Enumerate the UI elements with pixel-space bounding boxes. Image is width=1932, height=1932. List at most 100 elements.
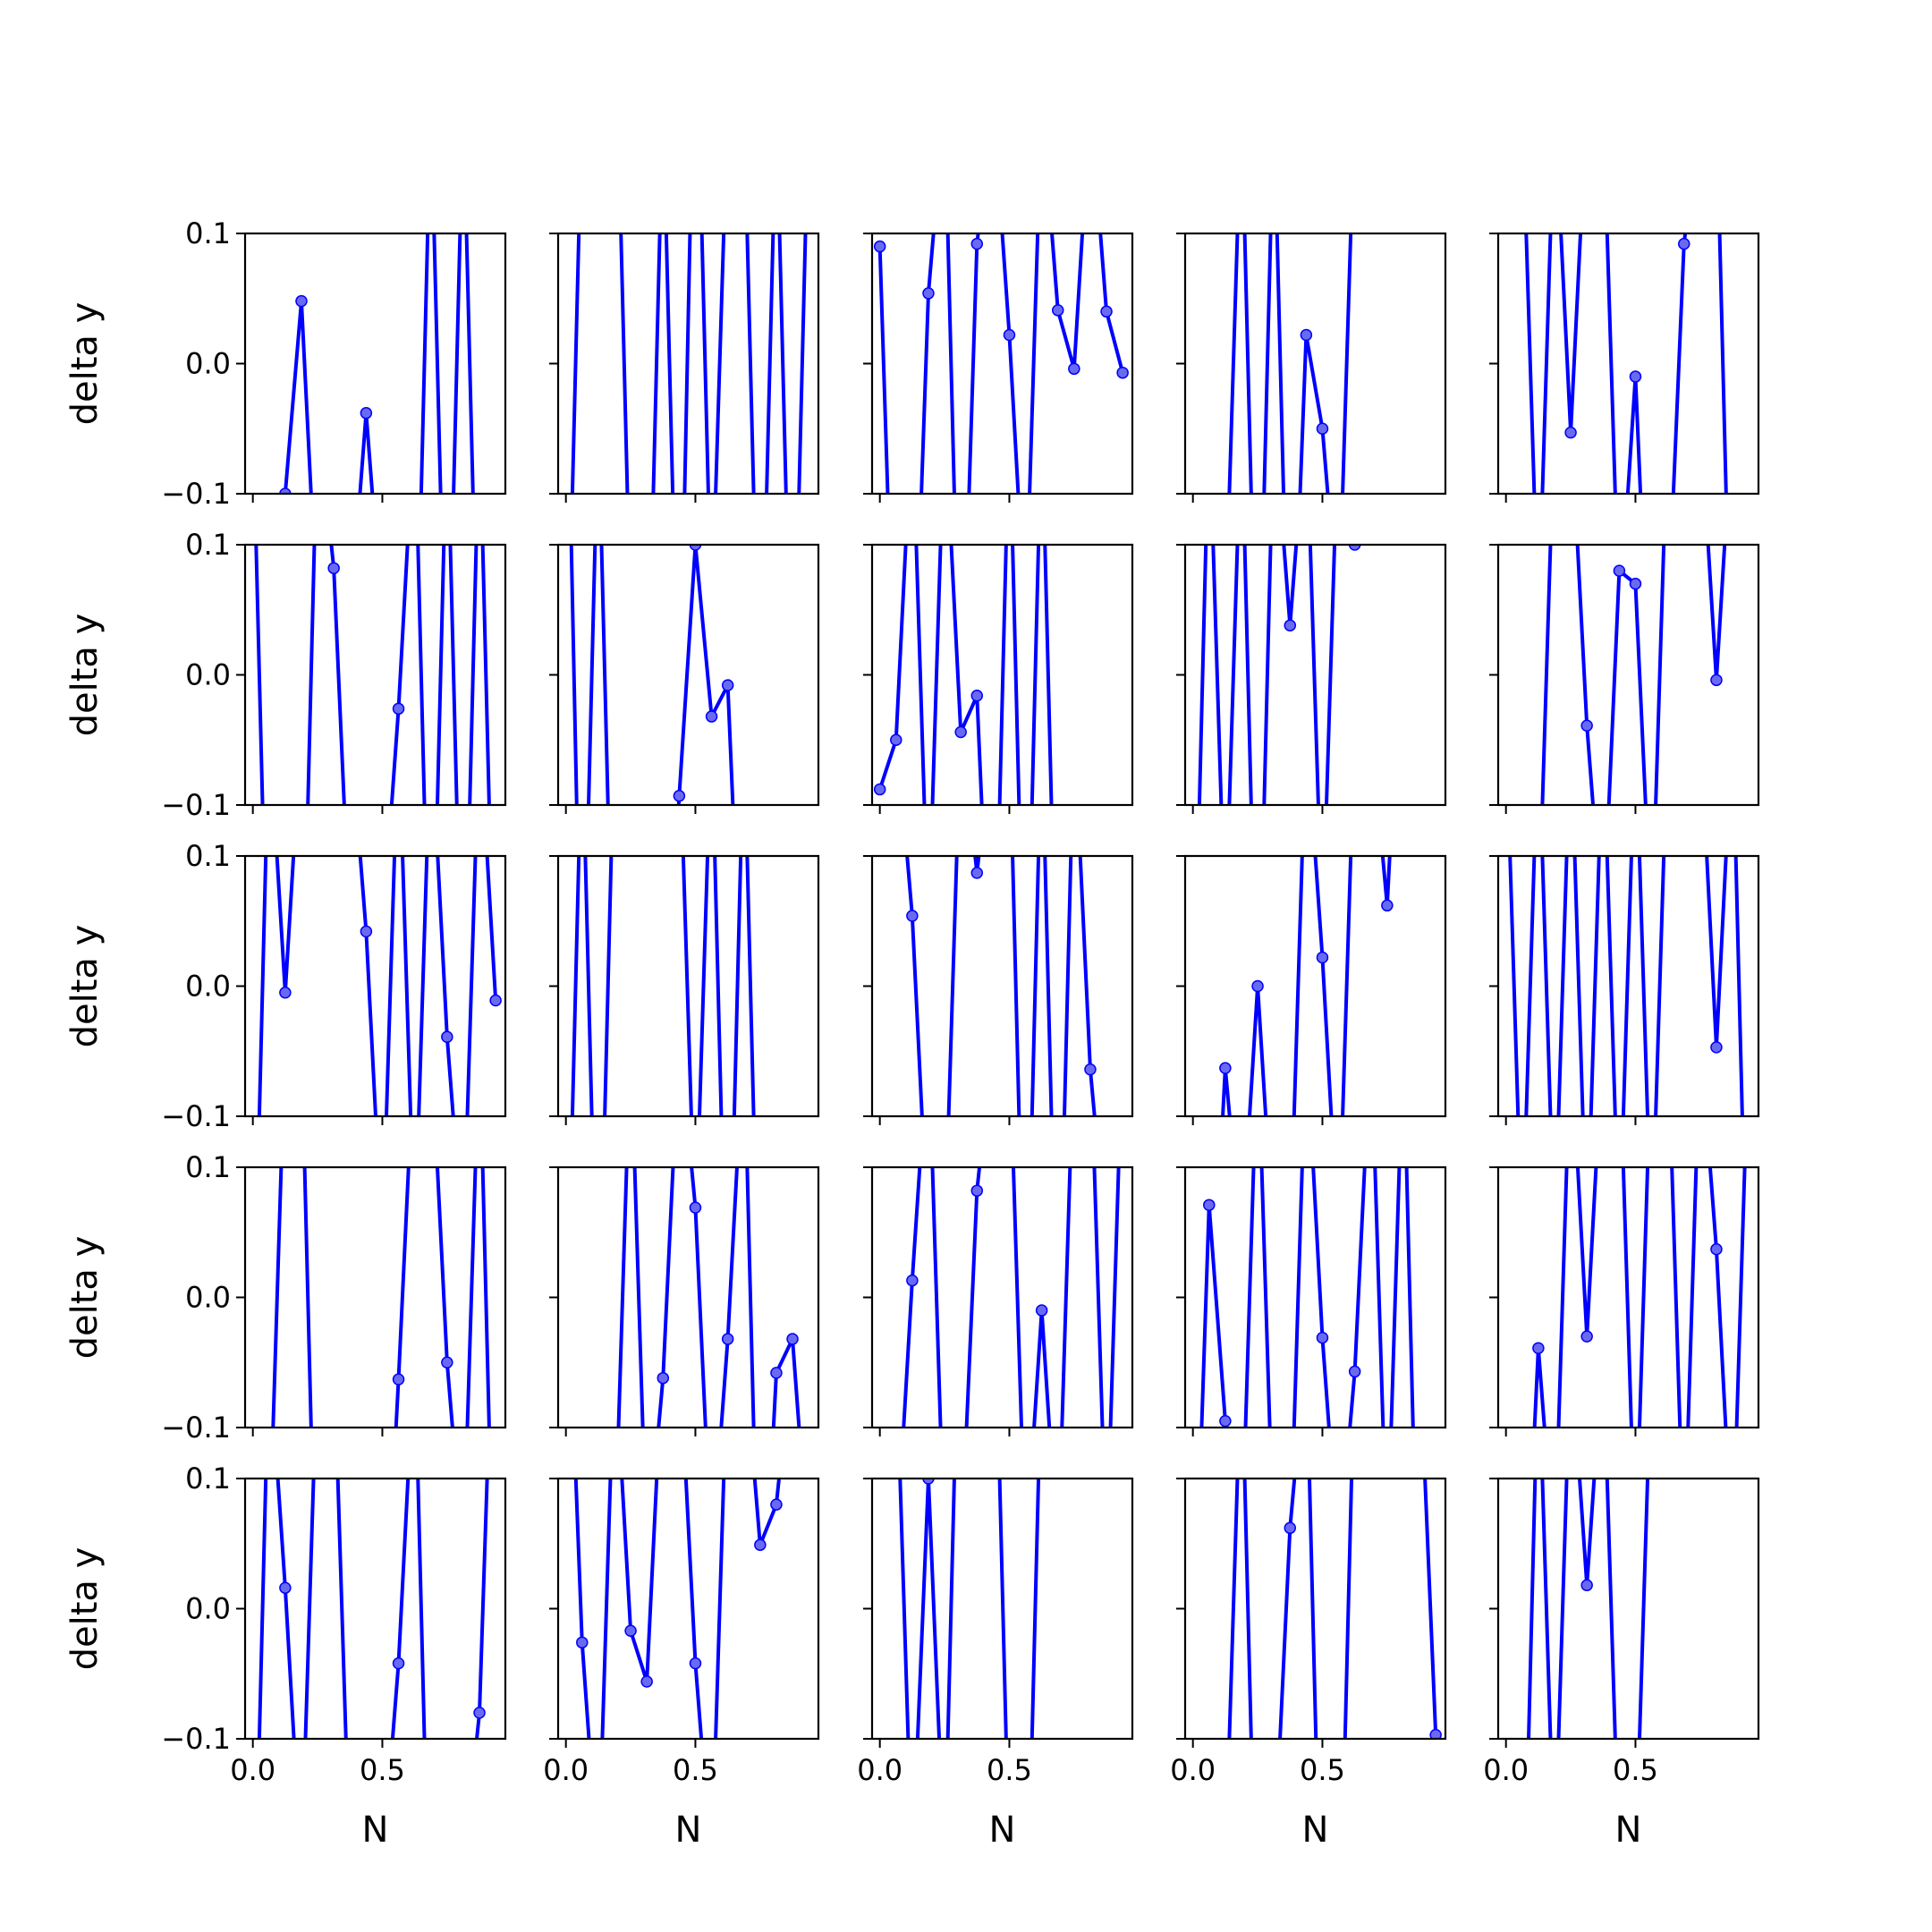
- y-tick-label: 0.1: [185, 1462, 231, 1496]
- data-point: [970, 867, 984, 879]
- data-point: [721, 1333, 734, 1345]
- data-point: [1219, 1414, 1232, 1428]
- y-tick-label: 0.0: [185, 1592, 231, 1626]
- data-point: [279, 487, 292, 494]
- series-line: [1532, 1167, 1747, 1428]
- data-point: [360, 407, 373, 419]
- subplot-r3-c1: −0.1 0.0 0.1 delta y: [64, 839, 507, 1133]
- data-point: [473, 1707, 486, 1719]
- data-point: [1251, 979, 1264, 993]
- data-point: [392, 702, 405, 716]
- data-point: [689, 1201, 702, 1214]
- data-point: [906, 910, 919, 922]
- data-point: [1284, 619, 1297, 631]
- data-point: [1678, 237, 1690, 250]
- data-point: [295, 294, 308, 308]
- data-point: [1348, 545, 1361, 551]
- data-point: [489, 994, 502, 1007]
- subplot-r4-c1: −0.1 0.0 0.1 delta y: [64, 1150, 507, 1445]
- series-line: [254, 545, 491, 805]
- data-point: [441, 1030, 453, 1043]
- data-point: [1219, 1062, 1232, 1074]
- y-tick-label: 0.0: [185, 347, 231, 381]
- data-point: [1052, 304, 1064, 317]
- subplot-r3-c3: [863, 854, 1134, 1125]
- data-point: [1116, 366, 1129, 379]
- subplot-r2-c3: [863, 543, 1134, 814]
- data-point: [1710, 1041, 1723, 1054]
- data-point: [673, 790, 686, 802]
- y-axis-label: delta y: [64, 1547, 106, 1671]
- data-point: [1316, 951, 1329, 964]
- data-point: [1580, 719, 1593, 732]
- axes-frame: [243, 1165, 507, 1429]
- series-line: [1197, 545, 1357, 805]
- data-point: [392, 1657, 405, 1670]
- data-point: [1348, 1365, 1361, 1378]
- data-point: [360, 925, 373, 938]
- y-tick-label: 0.0: [185, 658, 231, 692]
- subplot-r2-c4: [1176, 543, 1447, 814]
- y-tick-label: 0.1: [185, 839, 231, 873]
- data-point: [1580, 1330, 1593, 1343]
- y-tick-label: 0.1: [185, 216, 231, 250]
- y-tick-label: −0.1: [161, 1411, 231, 1445]
- data-point: [1710, 1242, 1723, 1256]
- y-axis-label: delta y: [64, 1236, 106, 1360]
- y-tick-label: 0.1: [185, 528, 231, 562]
- data-point: [1580, 1579, 1593, 1592]
- x-tick-label: 0.0: [543, 1753, 589, 1787]
- x-tick-label: 0.0: [857, 1753, 902, 1787]
- axes-frame: [1496, 1477, 1760, 1741]
- subplot-r5-c3: 0.0 0.5 N: [857, 1477, 1134, 1851]
- subplot-r4-c5: [1489, 1165, 1760, 1436]
- series-line: [573, 1479, 781, 1739]
- data-point: [1284, 1521, 1297, 1535]
- data-point: [873, 783, 886, 796]
- subplot-r2-c1: −0.1 0.0 0.1 delta y: [64, 528, 507, 822]
- subplot-r1-c1: −0.1 0.0 0.1 delta y: [64, 216, 507, 511]
- data-point: [721, 679, 734, 691]
- x-axis-label: N: [362, 1809, 389, 1851]
- data-point: [624, 1624, 637, 1637]
- x-tick-label: 0.0: [1483, 1753, 1529, 1787]
- data-point: [1068, 362, 1080, 376]
- data-point: [1629, 577, 1642, 590]
- series-line: [877, 545, 1054, 805]
- data-point: [1316, 1331, 1329, 1344]
- x-tick-label: 0.5: [987, 1753, 1032, 1787]
- subplot-r1-c5: [1489, 232, 1760, 503]
- x-axis-label: N: [1302, 1809, 1329, 1851]
- data-point: [1429, 1728, 1442, 1739]
- data-point: [689, 1657, 702, 1670]
- data-point: [1564, 426, 1577, 439]
- series-line: [1540, 545, 1727, 805]
- series-line: [1199, 1167, 1415, 1428]
- data-point: [1710, 674, 1723, 687]
- data-point: [754, 1538, 767, 1551]
- data-point: [1316, 422, 1329, 435]
- data-point: [1203, 1199, 1216, 1211]
- data-point: [1532, 1342, 1545, 1354]
- series-line: [1527, 1479, 1650, 1739]
- data-point: [657, 1371, 670, 1385]
- y-tick-label: 0.0: [185, 1281, 231, 1315]
- series-line: [283, 233, 475, 494]
- y-tick-label: 0.0: [185, 970, 231, 1004]
- x-axis-label: N: [1615, 1809, 1642, 1851]
- subplot-r5-c5: 0.0 0.5 N: [1483, 1477, 1760, 1851]
- x-axis-label: N: [989, 1809, 1016, 1851]
- subplot-r4-c4: [1176, 1165, 1447, 1436]
- x-axis-label: N: [675, 1809, 702, 1851]
- series-line: [1508, 856, 1744, 1116]
- series-line: [1524, 233, 1728, 494]
- series-line: [905, 856, 1097, 1116]
- subplot-r5-c4: 0.0 0.5 N: [1170, 1477, 1447, 1851]
- axes-frame: [243, 543, 507, 807]
- axes-frame: [556, 1165, 820, 1429]
- series-line: [257, 1479, 489, 1739]
- series-line: [570, 856, 756, 1116]
